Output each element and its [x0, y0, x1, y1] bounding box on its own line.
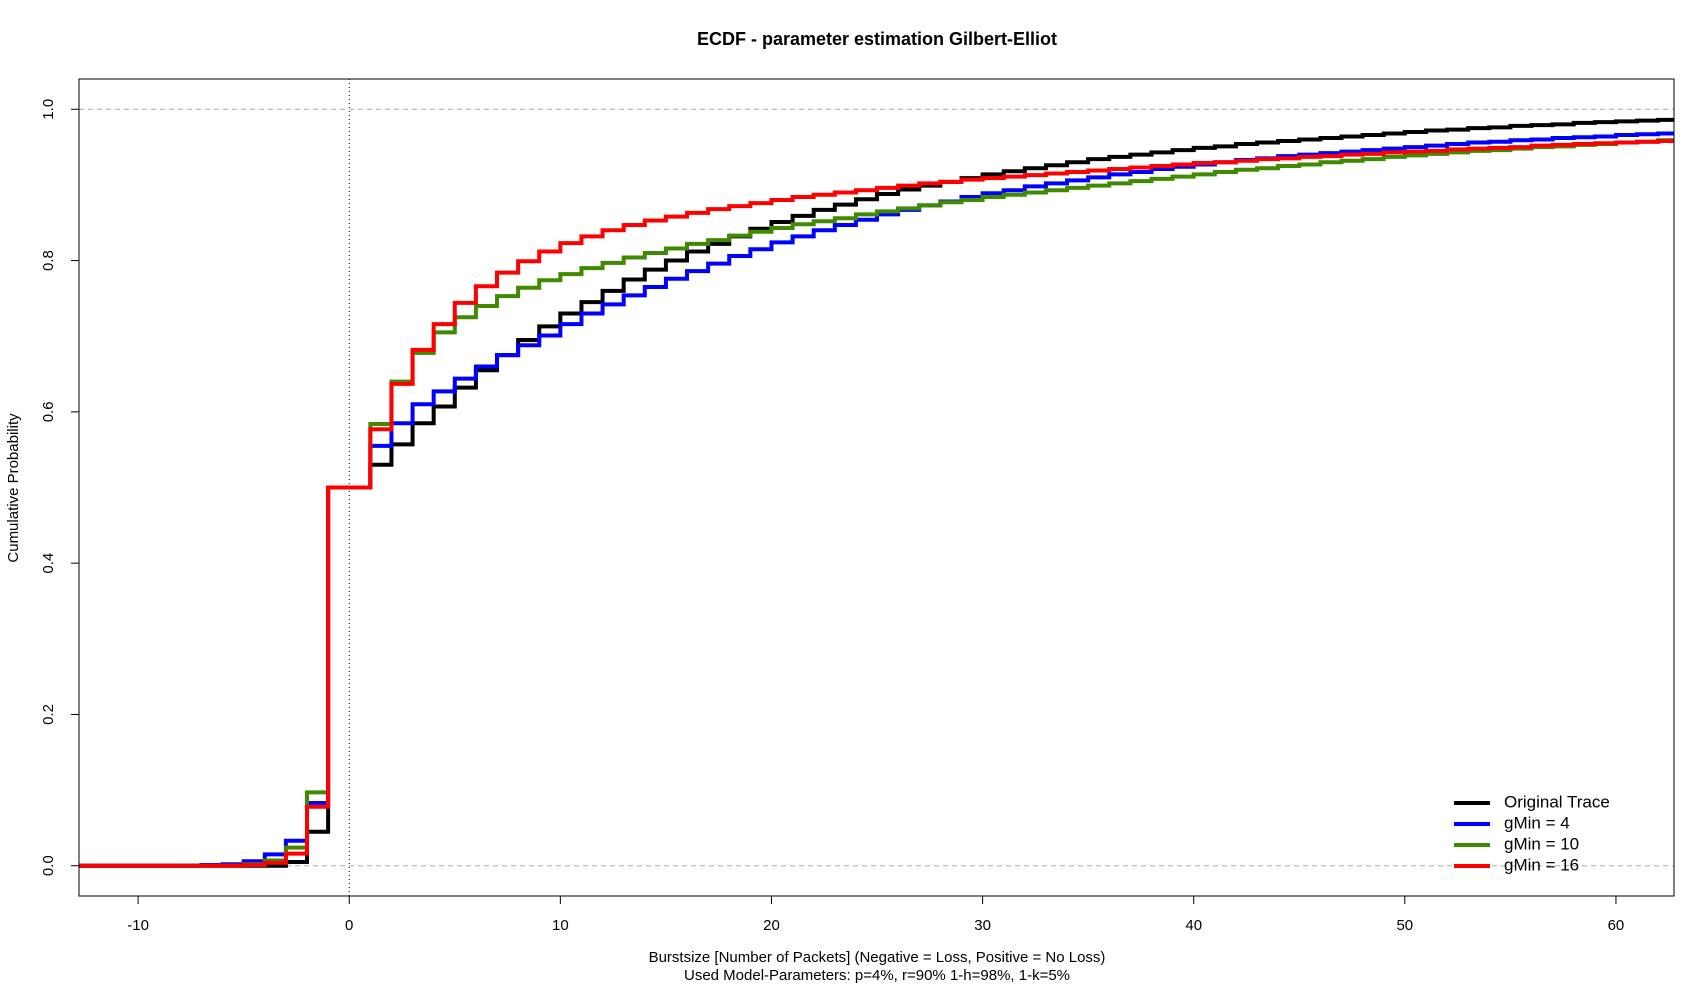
x-tick-label: 20 — [763, 917, 780, 934]
y-tick-label: 0.0 — [40, 855, 57, 876]
plot-frame — [78, 78, 1675, 897]
y-tick-label: 0.6 — [40, 401, 57, 422]
x-tick-label: 40 — [1185, 917, 1202, 934]
chart-title: ECDF - parameter estimation Gilbert-Elli… — [697, 29, 1057, 49]
x-tick-label: 50 — [1396, 917, 1413, 934]
x-axis-label: Burstsize [Number of Packets] (Negative … — [649, 949, 1106, 966]
x-tick-label: 60 — [1608, 917, 1625, 934]
y-tick-label: 0.2 — [40, 704, 57, 725]
step-line — [79, 138, 1674, 868]
legend-label: gMin = 4 — [1504, 813, 1570, 832]
legend-label: gMin = 16 — [1504, 855, 1579, 874]
y-tick-label: 1.0 — [40, 99, 57, 120]
x-tick-label: 10 — [552, 917, 569, 934]
step-line — [79, 139, 1674, 868]
caption: Used Model-Parameters: p=4%, r=90% 1-h=9… — [684, 967, 1070, 984]
x-tick-label: -10 — [127, 917, 149, 934]
legend-label: gMin = 10 — [1504, 834, 1579, 853]
legend-label: Original Trace — [1504, 792, 1610, 811]
y-axis-label: Cumulative Probability — [5, 413, 22, 563]
x-tick-label: 30 — [974, 917, 991, 934]
y-tick-label: 0.8 — [40, 250, 57, 271]
x-tick-label: 0 — [345, 917, 353, 934]
y-tick-label: 0.4 — [40, 553, 57, 574]
